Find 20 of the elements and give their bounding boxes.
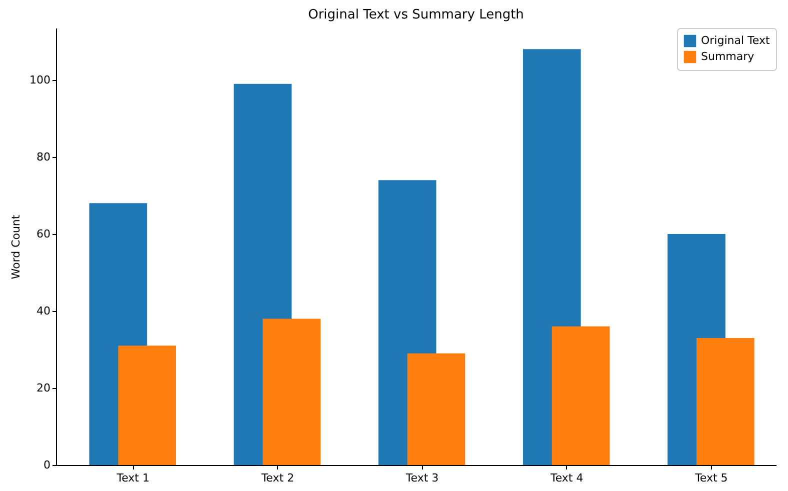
x-tick-label: Text 3 [404, 472, 439, 484]
chart-title: Original Text vs Summary Length [308, 8, 524, 22]
y-tick-label: 20 [36, 381, 50, 394]
x-tick-label: Text 1 [116, 472, 150, 484]
bar [262, 318, 321, 465]
bar [407, 353, 466, 465]
x-tick-label: Text 2 [260, 472, 294, 484]
x-tick-label: Text 5 [694, 472, 728, 484]
bar [118, 346, 176, 465]
legend-label: Summary [701, 50, 755, 63]
y-tick-label: 100 [30, 73, 50, 86]
y-tick-label: 80 [36, 150, 50, 164]
y-tick-label: 40 [36, 304, 50, 318]
y-axis-title: Word Count [10, 214, 23, 280]
x-tick-label: Text 4 [549, 472, 584, 484]
bar [696, 338, 754, 465]
y-tick-label: 0 [44, 458, 50, 472]
y-tick-label: 60 [36, 227, 50, 240]
bar [552, 326, 610, 465]
legend-label: Original Text [701, 34, 770, 47]
